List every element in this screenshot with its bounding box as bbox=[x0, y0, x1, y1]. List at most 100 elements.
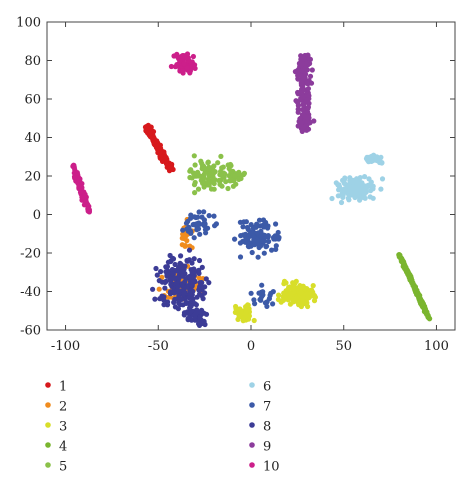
point bbox=[191, 278, 197, 284]
point bbox=[357, 175, 363, 181]
legend: 1 2 3 4 5 6 7 8 9 10 bbox=[45, 380, 280, 475]
x-tick-label: 100 bbox=[424, 339, 449, 354]
point bbox=[165, 299, 171, 305]
point bbox=[225, 185, 231, 192]
point bbox=[374, 154, 380, 160]
point bbox=[378, 186, 384, 192]
point bbox=[195, 186, 202, 192]
point bbox=[196, 270, 202, 276]
point bbox=[218, 153, 224, 159]
point bbox=[174, 51, 180, 58]
axes-layer: -100 -50 0 50 100 100 80 60 40 20 0 -20 -40 -60 bbox=[16, 16, 455, 354]
point bbox=[223, 179, 229, 185]
point bbox=[295, 76, 301, 82]
point bbox=[208, 179, 214, 185]
point bbox=[236, 176, 242, 182]
point bbox=[192, 162, 198, 168]
point bbox=[228, 163, 234, 169]
point bbox=[269, 247, 275, 253]
point bbox=[168, 63, 174, 70]
point bbox=[178, 253, 184, 259]
point bbox=[299, 128, 305, 134]
point bbox=[147, 130, 153, 137]
y-tick-label: -20 bbox=[20, 247, 41, 262]
point bbox=[76, 176, 82, 183]
point bbox=[400, 258, 406, 265]
legend-label: 4 bbox=[59, 440, 67, 455]
point bbox=[200, 296, 206, 302]
point bbox=[175, 306, 181, 312]
point bbox=[181, 287, 187, 293]
point bbox=[311, 292, 317, 298]
point bbox=[249, 249, 255, 256]
point bbox=[251, 297, 257, 303]
point bbox=[156, 286, 162, 292]
point bbox=[370, 195, 376, 201]
point bbox=[300, 101, 306, 107]
point bbox=[199, 264, 205, 270]
point bbox=[352, 188, 358, 195]
point bbox=[286, 284, 292, 290]
point bbox=[266, 238, 272, 245]
point bbox=[201, 209, 207, 215]
point bbox=[302, 286, 308, 292]
point bbox=[338, 199, 345, 206]
point bbox=[377, 159, 383, 166]
point bbox=[250, 234, 257, 240]
point bbox=[275, 296, 281, 303]
legend-item-8: 8 bbox=[249, 420, 271, 435]
point bbox=[174, 296, 180, 302]
point bbox=[305, 295, 311, 301]
point bbox=[304, 109, 311, 115]
point bbox=[195, 171, 201, 177]
point bbox=[255, 237, 261, 244]
point bbox=[205, 159, 211, 165]
point bbox=[244, 224, 250, 231]
point bbox=[206, 213, 212, 219]
point bbox=[162, 285, 168, 291]
point bbox=[243, 304, 249, 310]
legend-label: 5 bbox=[59, 460, 67, 475]
point bbox=[151, 139, 157, 145]
x-tick-label: 50 bbox=[335, 339, 352, 354]
point bbox=[304, 80, 310, 86]
point bbox=[190, 296, 196, 302]
point bbox=[220, 170, 227, 176]
point bbox=[243, 232, 249, 238]
point bbox=[259, 231, 265, 238]
point bbox=[158, 269, 164, 275]
point bbox=[329, 195, 335, 202]
point bbox=[261, 238, 267, 244]
point bbox=[367, 157, 374, 163]
point bbox=[266, 296, 272, 302]
point bbox=[171, 299, 177, 305]
point bbox=[191, 235, 197, 241]
point bbox=[190, 170, 196, 176]
point bbox=[420, 301, 426, 307]
point bbox=[197, 221, 203, 227]
point bbox=[194, 227, 200, 233]
point bbox=[176, 300, 182, 306]
point bbox=[254, 221, 260, 227]
point bbox=[346, 197, 352, 203]
point bbox=[171, 275, 178, 281]
point bbox=[206, 166, 212, 172]
point bbox=[300, 107, 306, 113]
point bbox=[301, 56, 307, 62]
legend-label: 2 bbox=[59, 400, 67, 415]
point bbox=[406, 275, 412, 281]
point bbox=[270, 301, 276, 307]
point bbox=[237, 219, 243, 225]
legend-label: 9 bbox=[263, 440, 271, 455]
point bbox=[284, 290, 290, 297]
point bbox=[182, 234, 188, 240]
point bbox=[243, 309, 249, 315]
point bbox=[192, 301, 198, 307]
point bbox=[167, 165, 174, 171]
point bbox=[188, 212, 194, 218]
point bbox=[86, 209, 92, 215]
point bbox=[270, 289, 276, 295]
point bbox=[208, 186, 215, 192]
point bbox=[182, 243, 188, 249]
point bbox=[72, 175, 78, 181]
